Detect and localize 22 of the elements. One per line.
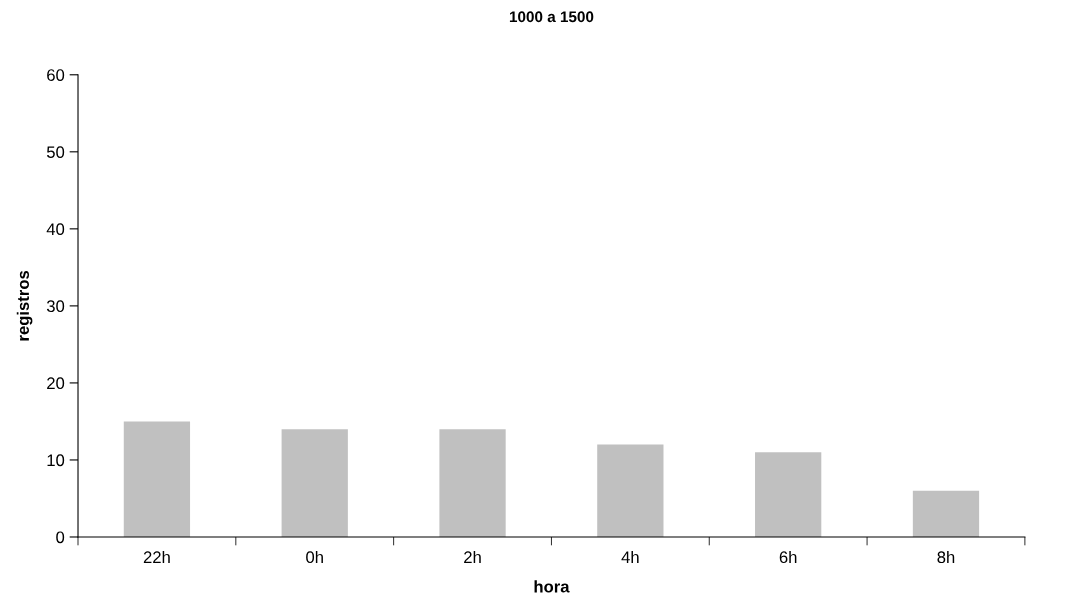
- bar: [755, 452, 822, 537]
- y-tick-label: 30: [46, 300, 65, 313]
- bar: [912, 490, 980, 537]
- bar: [123, 421, 191, 537]
- x-tick-label: 2h: [464, 550, 481, 563]
- y-axis-title: registros: [16, 270, 33, 341]
- y-tick-label: 60: [47, 69, 65, 81]
- bar: [439, 429, 506, 537]
- bar: [281, 429, 348, 537]
- y-tick-label: 50: [46, 146, 65, 159]
- x-tick-label: 6h: [779, 550, 797, 564]
- y-tick-label: 10: [47, 454, 65, 467]
- x-tick-label: 8h: [937, 550, 955, 564]
- chart-title: 1000 a 1500: [509, 11, 594, 23]
- y-tick-label: 20: [47, 377, 65, 390]
- x-axis-title: hora: [534, 580, 570, 593]
- y-tick-label: 0: [56, 531, 65, 544]
- bar: [597, 444, 664, 537]
- x-tick-label: 22h: [143, 550, 170, 563]
- x-tick-label: 0h: [306, 550, 323, 564]
- y-tick-label: 40: [46, 223, 65, 236]
- x-tick-label: 4h: [621, 550, 639, 563]
